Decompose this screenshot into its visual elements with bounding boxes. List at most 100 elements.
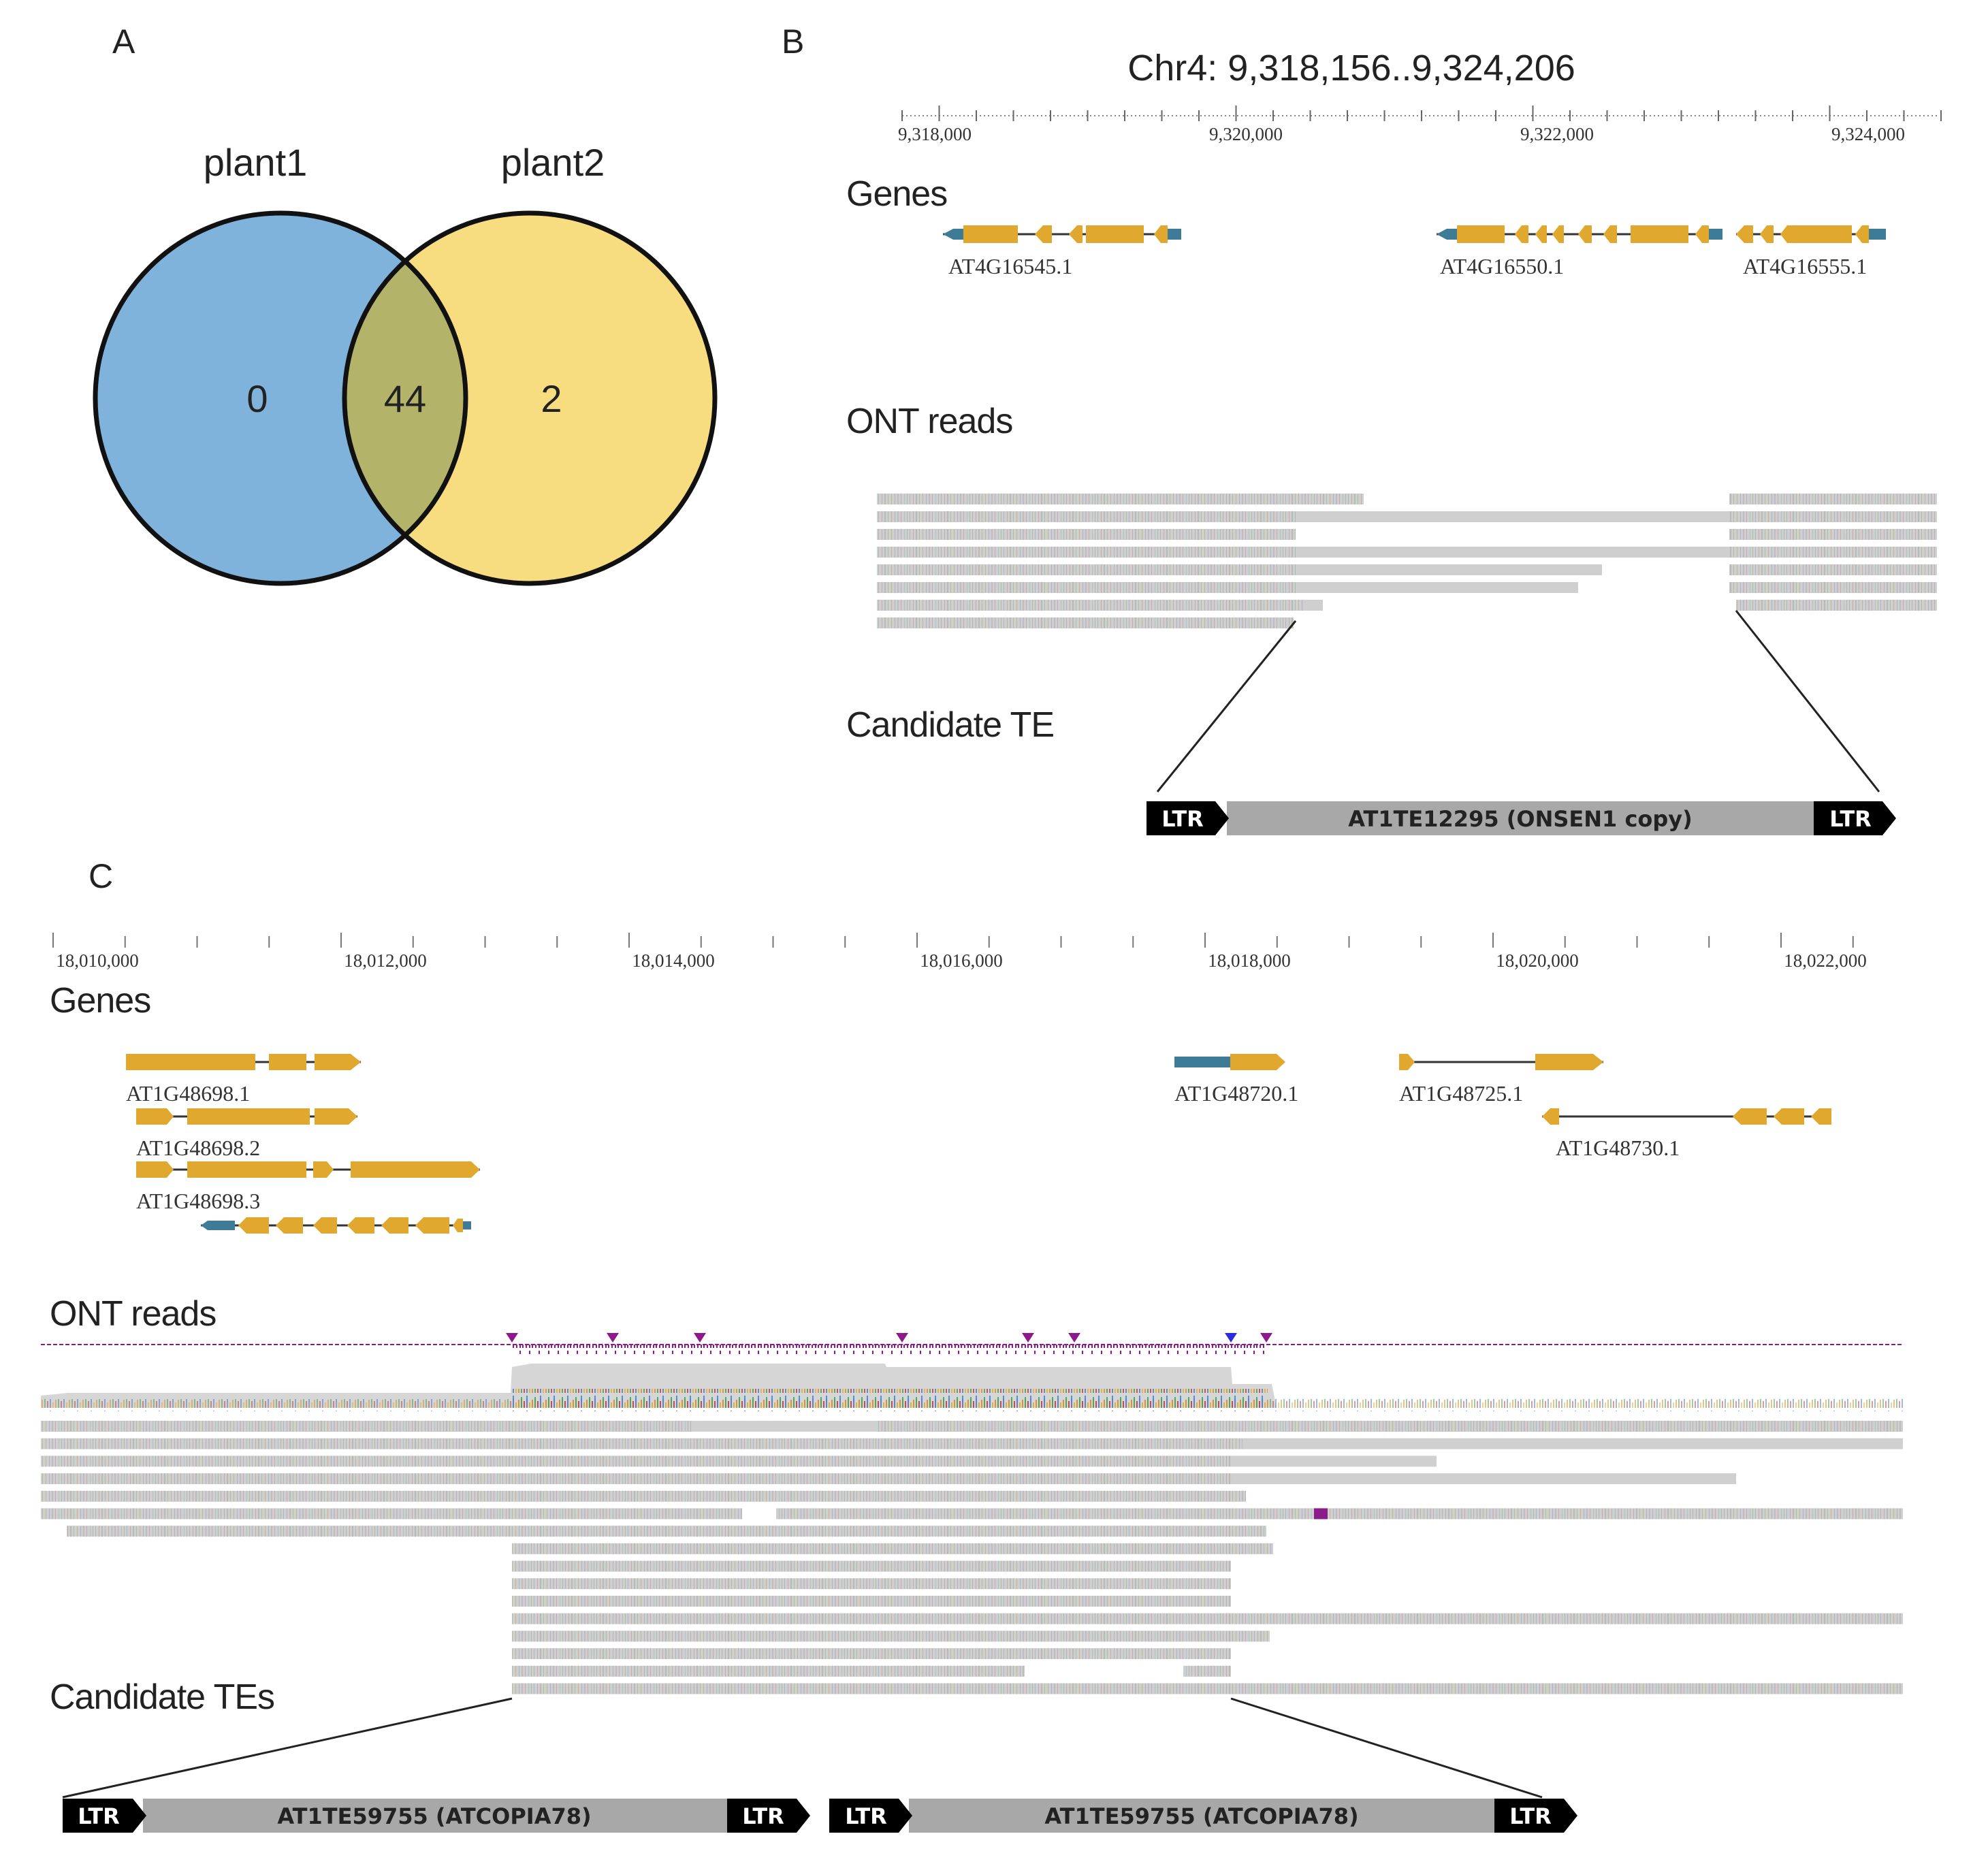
ltr-left bbox=[63, 1799, 146, 1833]
gene-model-AT1G48698-2 bbox=[136, 1108, 357, 1125]
panel-b-ruler bbox=[901, 106, 1942, 121]
insertion-marker bbox=[1260, 1333, 1272, 1342]
insertion-marker bbox=[1022, 1333, 1034, 1342]
gene-model-unlabeled-reverse bbox=[201, 1217, 471, 1234]
insertion-marker bbox=[607, 1333, 619, 1342]
panel-b-letter: B bbox=[782, 22, 804, 61]
venn-diagram: plant1 plant2 0 44 2 bbox=[93, 141, 718, 586]
insertion-marker bbox=[1225, 1333, 1237, 1342]
gene-label: AT1G48720.1 bbox=[1174, 1081, 1298, 1106]
venn-overlap bbox=[344, 213, 466, 583]
gene-label: AT1G48698.2 bbox=[136, 1136, 260, 1160]
ont-read bbox=[1729, 547, 1937, 558]
ont-read bbox=[877, 529, 1296, 540]
gene-model-AT1G48720 bbox=[1174, 1054, 1285, 1070]
tick-label: 9,322,000 bbox=[1520, 124, 1594, 144]
insertion-marker bbox=[694, 1333, 706, 1342]
ont-read bbox=[1729, 511, 1937, 522]
ont-read bbox=[877, 494, 1364, 504]
ont-read bbox=[41, 1456, 885, 1467]
gene-model-AT1G48698-1 bbox=[126, 1054, 361, 1070]
gene-label: AT1G48698.1 bbox=[126, 1081, 250, 1106]
panel-c-te-element-2: LTR AT1TE59755 (ATCOPIA78) LTR bbox=[829, 1799, 1577, 1833]
venn-label-plant1: plant1 bbox=[204, 141, 308, 184]
ont-read bbox=[1242, 1421, 1903, 1432]
panel-b-tick-labels: 9,318,000 9,320,000 9,322,000 9,324,000 bbox=[898, 124, 1905, 144]
panel-c-te-element-1: LTR AT1TE59755 (ATCOPIA78) LTR bbox=[63, 1799, 810, 1833]
venn-count-only-plant2: 2 bbox=[541, 377, 562, 420]
te-body bbox=[1227, 801, 1814, 835]
panel-b-region: Chr4: 9,318,156..9,324,206 bbox=[1127, 48, 1575, 89]
ltr-right-label: LTR bbox=[1829, 806, 1872, 832]
gene-model-AT4G16550 bbox=[1437, 225, 1722, 243]
ltr-right-label: LTR bbox=[1509, 1803, 1552, 1829]
read-insertion bbox=[1314, 1508, 1328, 1520]
panel-c-coverage-track bbox=[41, 1364, 1903, 1411]
insertion-marker bbox=[896, 1333, 908, 1342]
te-body bbox=[909, 1799, 1496, 1833]
ont-read bbox=[878, 1421, 1242, 1432]
panel-c-insertion-track bbox=[41, 1333, 1903, 1354]
ltr-right bbox=[1814, 801, 1896, 835]
ont-read bbox=[877, 582, 1296, 593]
gene-model-AT4G16545 bbox=[943, 225, 1181, 243]
panel-b-te-title: Candidate TE bbox=[846, 705, 1054, 745]
ltr-right bbox=[1494, 1799, 1577, 1833]
ltr-left bbox=[1147, 801, 1229, 835]
ont-read bbox=[877, 511, 1296, 522]
gene-label: AT1G48730.1 bbox=[1556, 1136, 1680, 1160]
te-body-label: AT1TE59755 (ATCOPIA78) bbox=[1044, 1803, 1358, 1829]
panel-c-tick-labels: 18,010,000 18,012,000 18,014,000 18,016,… bbox=[56, 950, 1867, 971]
tick-label: 18,014,000 bbox=[632, 950, 715, 971]
ont-read bbox=[512, 1630, 1270, 1642]
gene-label: AT4G16545.1 bbox=[948, 254, 1072, 278]
ont-read bbox=[1296, 582, 1578, 593]
ont-read bbox=[1231, 1456, 1437, 1467]
ont-read bbox=[512, 1543, 1273, 1554]
tick-label: 9,318,000 bbox=[898, 124, 972, 144]
ltr-left bbox=[829, 1799, 912, 1833]
venn-count-both: 44 bbox=[384, 377, 426, 420]
ont-read bbox=[41, 1421, 691, 1432]
te-body bbox=[143, 1799, 728, 1833]
ont-read bbox=[691, 1421, 878, 1432]
ont-read bbox=[512, 1683, 1903, 1694]
ont-read bbox=[1296, 564, 1602, 575]
ltr-left-label: LTR bbox=[845, 1803, 887, 1829]
ltr-left-label: LTR bbox=[1161, 806, 1204, 832]
ont-read bbox=[512, 1665, 1025, 1677]
venn-label-plant2: plant2 bbox=[501, 141, 605, 184]
panel-b-ont-reads bbox=[877, 494, 1937, 628]
tick-label: 18,012,000 bbox=[344, 950, 427, 971]
ont-read bbox=[1729, 582, 1937, 593]
ont-read bbox=[1296, 547, 1729, 558]
panel-c-reads-title: ONT reads bbox=[50, 1294, 216, 1334]
ont-read bbox=[1232, 1473, 1736, 1485]
ont-read bbox=[41, 1438, 691, 1449]
ont-read bbox=[1729, 529, 1937, 540]
tick-label: 18,016,000 bbox=[920, 950, 1003, 971]
panel-c-genes-title: Genes bbox=[50, 981, 150, 1020]
ont-read bbox=[1736, 600, 1937, 611]
ltr-left-label: LTR bbox=[78, 1803, 120, 1829]
panel-c-te-title: Candidate TEs bbox=[50, 1677, 274, 1717]
panel-b-te-element: LTR AT1TE12295 (ONSEN1 copy) LTR bbox=[1147, 801, 1896, 835]
ont-read bbox=[512, 1578, 1231, 1590]
gene-model-AT1G48730 bbox=[1542, 1108, 1831, 1125]
gene-label: AT4G16550.1 bbox=[1440, 254, 1564, 278]
gene-model-AT1G48698-3 bbox=[136, 1161, 480, 1178]
gene-label: AT1G48698.3 bbox=[136, 1189, 260, 1213]
ont-read bbox=[512, 1648, 1231, 1660]
panel-a-letter: A bbox=[112, 22, 135, 61]
panel-c-ont-reads bbox=[41, 1421, 1903, 1694]
ont-read bbox=[877, 600, 1302, 611]
insertion-marker bbox=[506, 1333, 518, 1342]
ont-read bbox=[877, 547, 1296, 558]
ont-read bbox=[67, 1526, 1266, 1537]
ont-read bbox=[512, 1613, 1903, 1624]
gene-model-AT1G48725 bbox=[1399, 1054, 1603, 1070]
ont-read bbox=[1729, 564, 1937, 575]
insertion-marker bbox=[1068, 1333, 1080, 1342]
ont-read bbox=[877, 564, 1296, 575]
